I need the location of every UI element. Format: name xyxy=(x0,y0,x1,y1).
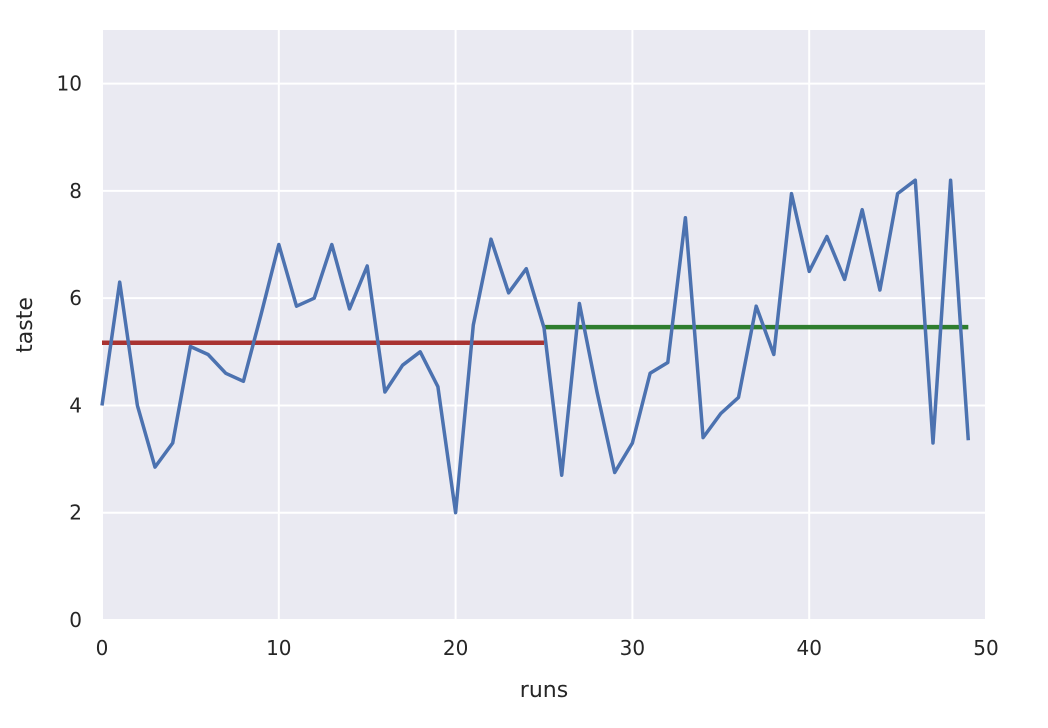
x-axis-label: runs xyxy=(520,678,568,703)
x-tick-labels: 0 10 20 30 40 50 xyxy=(96,636,999,660)
x-tick-label-5: 50 xyxy=(973,636,998,660)
y-tick-labels: 0 2 4 6 8 10 xyxy=(57,72,82,632)
y-tick-label-1: 2 xyxy=(69,501,82,525)
series-group xyxy=(100,178,971,515)
grid xyxy=(101,30,987,621)
y-tick-label-4: 8 xyxy=(69,179,82,203)
y-tick-label-2: 4 xyxy=(69,393,82,417)
y-tick-label-5: 10 xyxy=(57,72,82,96)
y-axis-label: taste xyxy=(13,297,38,353)
x-tick-label-4: 40 xyxy=(796,636,821,660)
x-tick-label-3: 30 xyxy=(620,636,645,660)
series-line-0 xyxy=(100,178,971,515)
y-tick-label-0: 0 xyxy=(69,608,82,632)
x-tick-label-1: 10 xyxy=(266,636,291,660)
x-tick-label-0: 0 xyxy=(96,636,109,660)
x-tick-label-2: 20 xyxy=(443,636,468,660)
y-tick-label-3: 6 xyxy=(69,286,82,310)
